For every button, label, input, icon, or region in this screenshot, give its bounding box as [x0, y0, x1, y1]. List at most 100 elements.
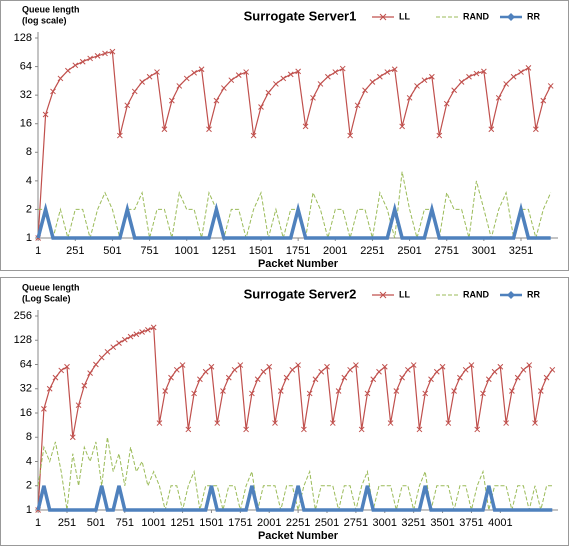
x-tick-label: 1751 [286, 245, 310, 257]
point-marker [543, 374, 550, 381]
point-marker [260, 368, 267, 375]
point-marker [220, 388, 226, 394]
point-marker [154, 69, 160, 75]
point-marker [117, 132, 123, 139]
y-tick-label: 16 [20, 407, 32, 419]
point-marker [518, 69, 524, 75]
point-marker [443, 100, 450, 107]
point-marker [280, 75, 287, 82]
point-marker [377, 73, 383, 80]
point-marker [495, 94, 502, 101]
point-marker [485, 376, 492, 383]
point-marker [399, 123, 406, 130]
x-tick-label: 2001 [323, 245, 347, 257]
point-marker [451, 388, 457, 394]
y-tick-label: 128 [14, 32, 32, 44]
point-marker [81, 382, 88, 389]
point-marker [370, 376, 377, 383]
point-marker [466, 73, 472, 80]
point-marker [421, 77, 428, 84]
point-marker [50, 88, 56, 95]
y-tick-label: 256 [14, 310, 32, 322]
point-marker [480, 390, 486, 397]
point-marker [295, 362, 301, 368]
point-marker [497, 363, 504, 370]
point-marker [354, 102, 361, 109]
point-marker [488, 126, 495, 133]
point-marker [42, 111, 49, 118]
point-marker [104, 348, 111, 355]
point-marker [283, 374, 290, 381]
point-marker [369, 79, 376, 85]
point-marker [317, 81, 324, 87]
x-tick-label: 1 [35, 517, 41, 529]
point-marker [133, 331, 140, 338]
point-marker [214, 420, 221, 426]
point-marker [364, 390, 371, 397]
y-tick-label: 64 [20, 358, 32, 370]
point-marker [525, 65, 532, 71]
y-tick-label: 32 [20, 383, 32, 395]
point-marker [302, 123, 309, 130]
point-marker [429, 73, 435, 80]
x-tick-label: 1 [35, 245, 41, 257]
chart-title: Surrogate Server1 [244, 8, 357, 23]
point-marker [540, 97, 547, 104]
point-marker [254, 376, 261, 383]
point-marker [72, 62, 79, 69]
point-marker [272, 420, 278, 426]
point-marker [69, 434, 76, 441]
point-marker [537, 388, 544, 394]
point-marker [353, 362, 359, 368]
point-marker [208, 363, 215, 370]
point-marker [131, 88, 138, 95]
point-marker [393, 388, 400, 394]
point-marker [520, 366, 527, 373]
point-marker [347, 132, 354, 139]
y-tick-label: 1 [26, 504, 32, 516]
point-marker [451, 87, 458, 94]
y-axis-label: Queue length [22, 4, 80, 14]
legend-marker [379, 291, 387, 299]
point-marker [75, 402, 82, 409]
point-marker [301, 426, 307, 433]
point-marker [473, 70, 480, 77]
point-marker [503, 81, 510, 87]
point-marker [243, 426, 249, 433]
point-marker [358, 426, 365, 433]
point-marker [139, 329, 145, 335]
x-tick-label: 751 [140, 245, 158, 257]
point-marker [289, 366, 296, 373]
legend-marker [507, 13, 515, 21]
point-marker [221, 85, 227, 91]
point-marker [52, 374, 59, 381]
point-marker [384, 69, 391, 75]
point-marker [325, 73, 331, 80]
x-tick-label: 3251 [401, 517, 425, 529]
point-marker [183, 75, 190, 82]
x-tick-label: 1751 [228, 517, 252, 529]
point-marker [168, 374, 174, 381]
x-axis-label: Packet Number [258, 530, 339, 542]
x-tick-label: 4001 [488, 517, 512, 529]
point-marker [213, 97, 220, 104]
x-tick-label: 3751 [459, 517, 483, 529]
point-marker [312, 376, 319, 383]
x-tick-label: 2001 [257, 517, 281, 529]
point-marker [102, 50, 108, 57]
point-marker [433, 368, 440, 375]
point-marker [410, 362, 417, 368]
series-line [36, 485, 553, 512]
point-marker [341, 374, 348, 381]
point-marker [287, 71, 294, 78]
y-tick-label: 4 [26, 455, 32, 467]
y-tick-label: 2 [26, 203, 32, 215]
point-marker [121, 336, 128, 343]
point-marker [265, 89, 272, 96]
legend-label: LL [399, 289, 410, 299]
x-axis-label: Packet Number [258, 258, 339, 270]
point-marker [46, 385, 53, 392]
x-tick-label: 2751 [434, 245, 458, 257]
point-marker [436, 132, 443, 139]
series-line [36, 202, 551, 240]
